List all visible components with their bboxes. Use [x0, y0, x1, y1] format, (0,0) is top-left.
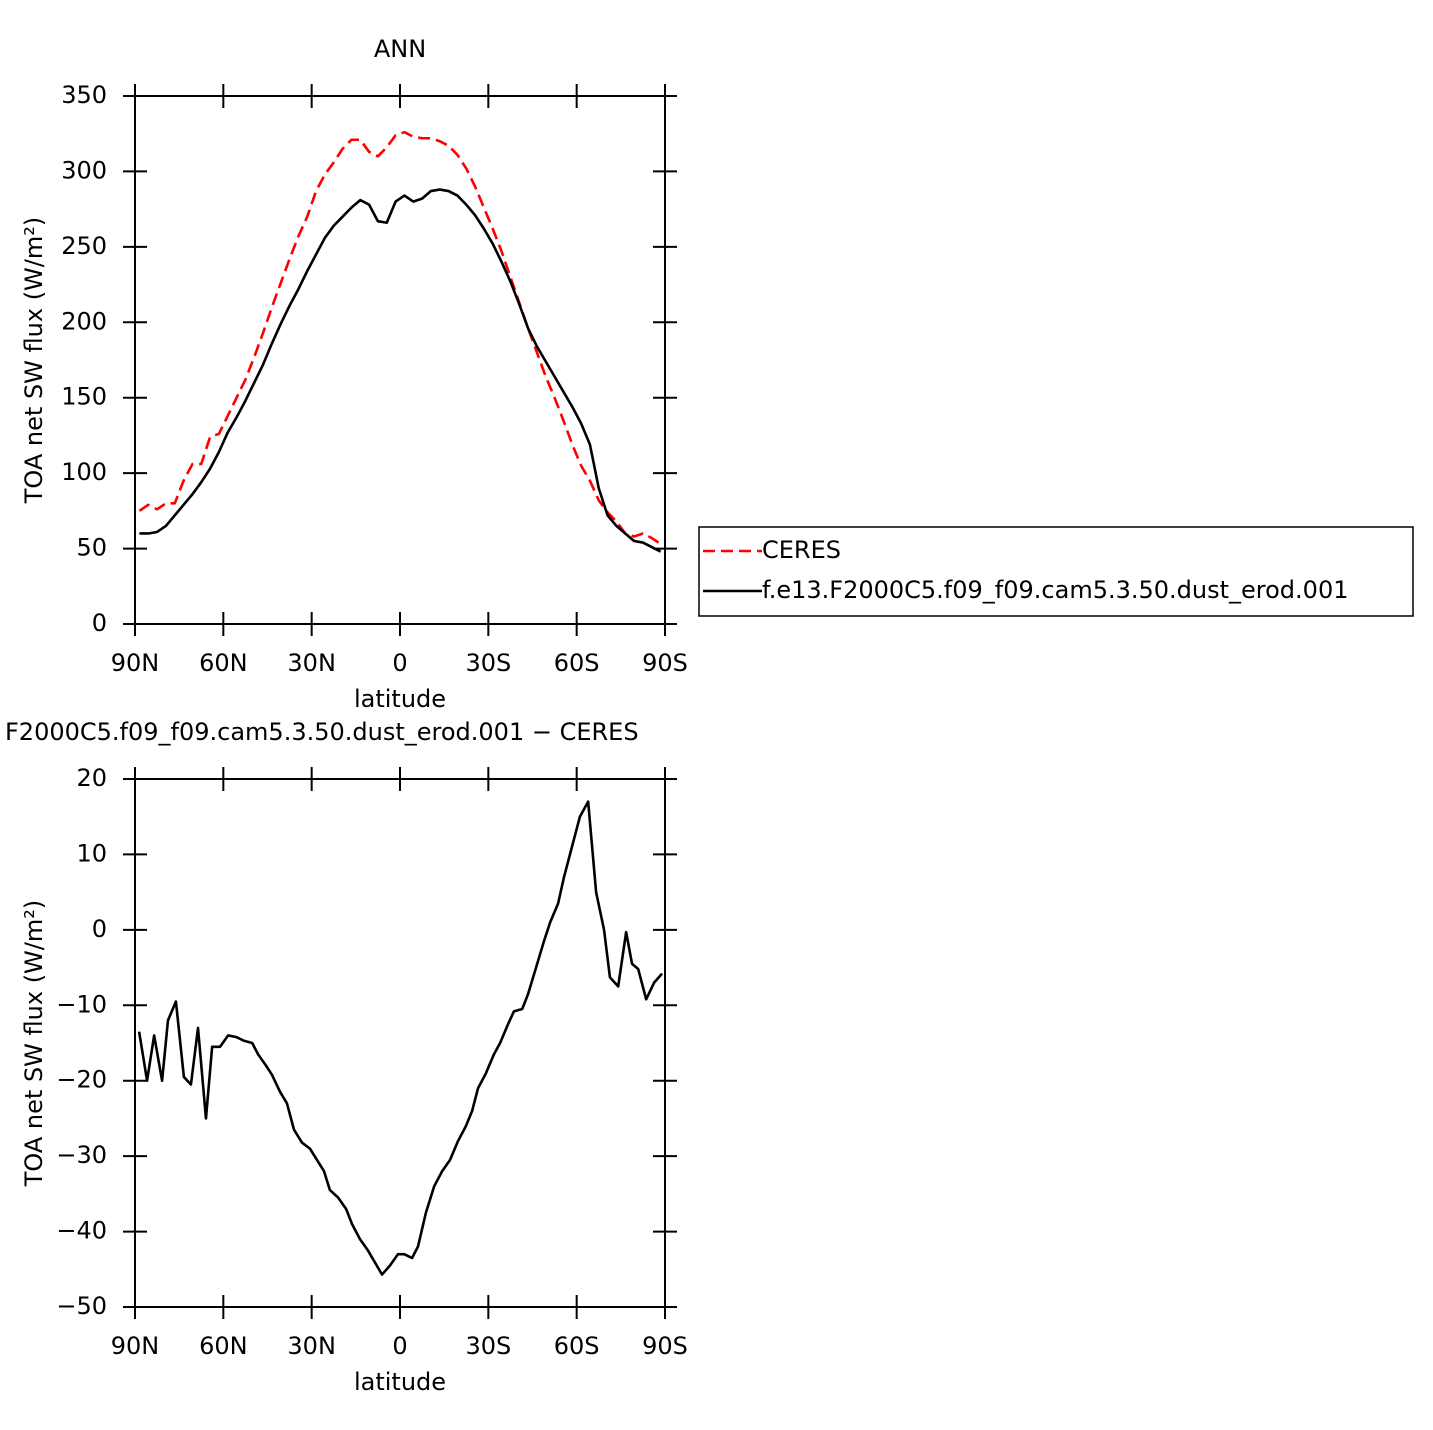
x-axis-label: latitude: [354, 685, 446, 713]
y-tick-label: 350: [61, 81, 107, 109]
y-tick-label: −30: [56, 1141, 107, 1169]
x-tick-label: 60N: [199, 1332, 248, 1360]
data-line: [139, 188, 662, 553]
y-axis-label: TOA net SW flux (W/m²): [20, 900, 48, 1188]
legend-box: [698, 526, 1414, 617]
y-tick-label: −40: [56, 1217, 107, 1245]
y-tick-label: 50: [76, 534, 107, 562]
data-line: [137, 800, 664, 1276]
legend-label: CERES: [762, 536, 841, 564]
y-tick-label: 100: [61, 458, 107, 486]
x-tick-label: 90N: [111, 1332, 160, 1360]
data-line: [138, 130, 662, 546]
x-tick-label: 90N: [111, 649, 160, 677]
y-tick-label: 0: [92, 915, 107, 943]
x-tick-label: 30N: [287, 1332, 336, 1360]
x-tick-label: 0: [392, 649, 407, 677]
plot-frame: [134, 95, 666, 625]
x-tick-label: 30S: [465, 1332, 511, 1360]
y-axis-label: TOA net SW flux (W/m²): [20, 217, 48, 505]
y-tick-label: 300: [61, 156, 107, 184]
y-tick-label: 250: [61, 232, 107, 260]
x-tick-label: 30S: [465, 649, 511, 677]
x-tick-label: 60S: [554, 649, 600, 677]
x-tick-label: 0: [392, 1332, 407, 1360]
y-tick-label: 10: [76, 839, 107, 867]
x-tick-label: 90S: [642, 1332, 688, 1360]
legend-label: f.e13.F2000C5.f09_f09.cam5.3.50.dust_ero…: [762, 576, 1348, 604]
x-tick-label: 90S: [642, 649, 688, 677]
y-tick-label: 0: [92, 609, 107, 637]
x-tick-label: 30N: [287, 649, 336, 677]
plot-frame: [134, 778, 666, 1308]
x-tick-label: 60S: [554, 1332, 600, 1360]
x-axis-label: latitude: [354, 1368, 446, 1396]
y-tick-label: 150: [61, 383, 107, 411]
y-tick-label: −20: [56, 1066, 107, 1094]
chart-title: F2000C5.f09_f09.cam5.3.50.dust_erod.001 …: [5, 718, 639, 746]
x-tick-label: 60N: [199, 649, 248, 677]
y-tick-label: −50: [56, 1292, 107, 1320]
y-tick-label: 20: [76, 764, 107, 792]
y-tick-label: −10: [56, 990, 107, 1018]
chart-title: ANN: [374, 35, 426, 63]
y-tick-label: 200: [61, 307, 107, 335]
